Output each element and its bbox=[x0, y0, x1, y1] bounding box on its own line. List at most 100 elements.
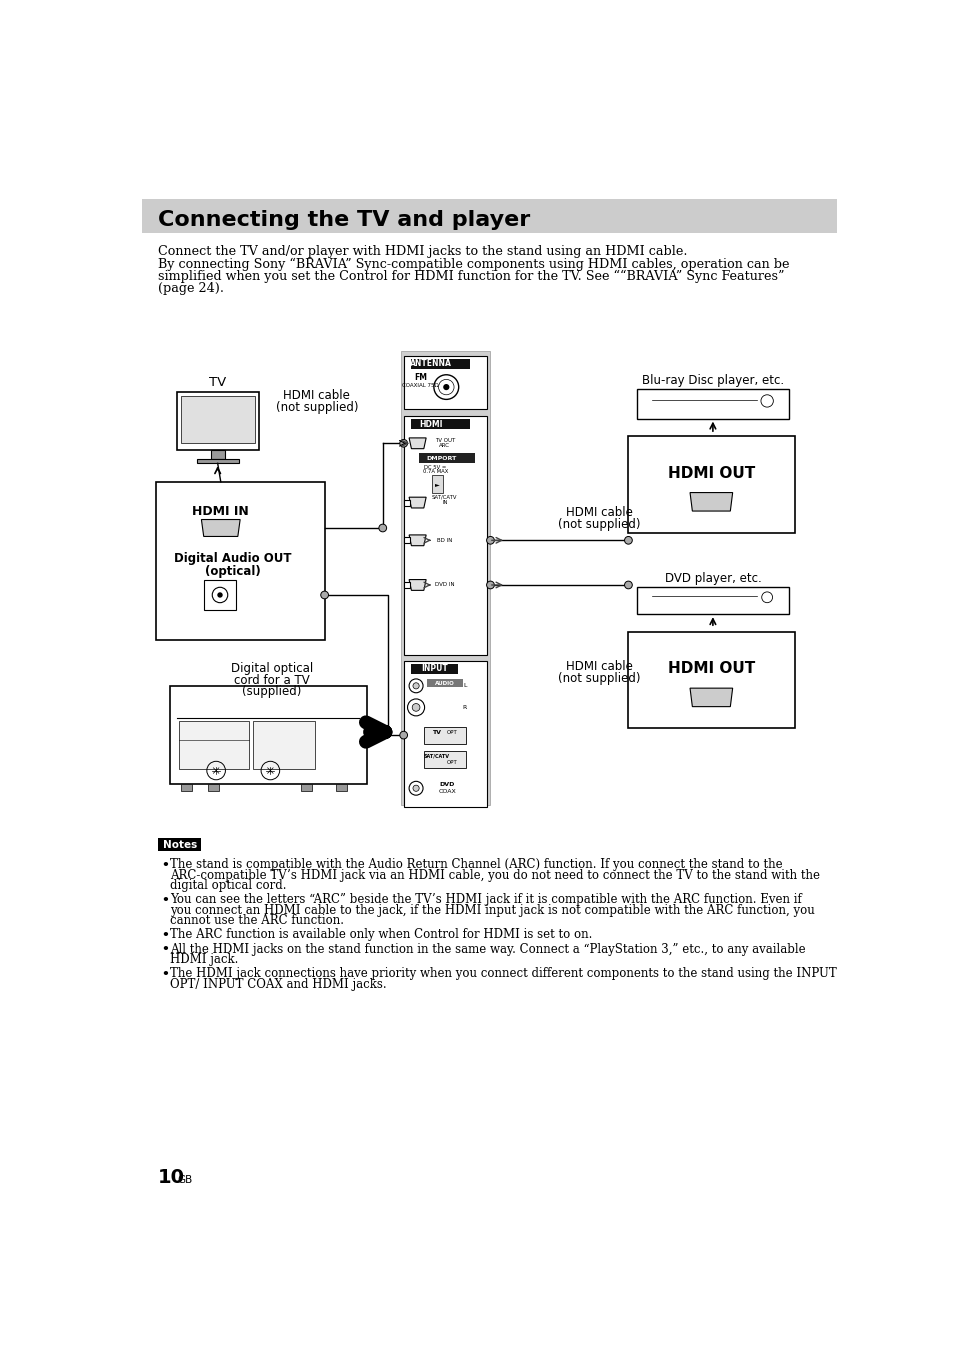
Text: Notes: Notes bbox=[162, 840, 196, 850]
Text: SAT/CATV: SAT/CATV bbox=[432, 495, 457, 500]
Circle shape bbox=[624, 581, 632, 589]
Text: •: • bbox=[161, 968, 169, 982]
Text: OPT/ INPUT COAX and HDMI jacks.: OPT/ INPUT COAX and HDMI jacks. bbox=[171, 977, 387, 991]
Bar bbox=[403, 357, 487, 408]
Text: (not supplied): (not supplied) bbox=[275, 400, 357, 414]
Text: BD IN: BD IN bbox=[436, 538, 452, 542]
Text: Blu-ray Disc player, etc.: Blu-ray Disc player, etc. bbox=[641, 373, 783, 387]
Circle shape bbox=[399, 439, 407, 448]
Text: INPUT: INPUT bbox=[421, 664, 448, 673]
Circle shape bbox=[217, 592, 222, 598]
Text: Connect the TV and/or player with HDMI jacks to the stand using an HDMI cable.: Connect the TV and/or player with HDMI j… bbox=[158, 246, 687, 258]
Bar bbox=[301, 784, 312, 791]
Bar bbox=[335, 784, 347, 791]
Text: (supplied): (supplied) bbox=[242, 685, 301, 699]
Polygon shape bbox=[689, 688, 732, 707]
Text: DVD: DVD bbox=[439, 781, 455, 787]
Bar bbox=[155, 481, 324, 639]
Polygon shape bbox=[409, 498, 426, 508]
Bar bbox=[411, 664, 457, 673]
Bar bbox=[179, 721, 249, 769]
Bar bbox=[253, 721, 315, 769]
Bar bbox=[411, 419, 470, 429]
Polygon shape bbox=[409, 535, 426, 546]
Text: HDMI cable: HDMI cable bbox=[283, 389, 350, 402]
Circle shape bbox=[399, 731, 407, 740]
Bar bbox=[142, 199, 836, 233]
Circle shape bbox=[320, 591, 328, 599]
Text: •: • bbox=[161, 859, 169, 872]
Text: HDMI OUT: HDMI OUT bbox=[667, 661, 754, 676]
Text: SAT/CATV: SAT/CATV bbox=[423, 753, 449, 758]
Text: (not supplied): (not supplied) bbox=[558, 518, 640, 530]
Text: DMPORT: DMPORT bbox=[426, 456, 456, 461]
Text: 10: 10 bbox=[158, 1168, 185, 1187]
Text: ANTENNA: ANTENNA bbox=[410, 360, 452, 369]
Text: AUDIO: AUDIO bbox=[435, 681, 455, 685]
Text: You can see the letters “ARC” beside the TV’s HDMI jack if it is compatible with: You can see the letters “ARC” beside the… bbox=[171, 894, 801, 906]
Bar bbox=[181, 784, 192, 791]
Bar bbox=[411, 358, 470, 369]
Bar bbox=[418, 453, 475, 462]
Text: HDMI: HDMI bbox=[418, 419, 442, 429]
Bar bbox=[181, 396, 254, 443]
Bar bbox=[158, 838, 201, 852]
Bar bbox=[423, 726, 465, 744]
Text: IN: IN bbox=[441, 500, 447, 506]
Circle shape bbox=[486, 537, 494, 544]
Text: OPT: OPT bbox=[447, 730, 457, 735]
Bar bbox=[423, 752, 465, 768]
Text: All the HDMI jacks on the stand function in the same way. Connect a “PlayStation: All the HDMI jacks on the stand function… bbox=[171, 942, 805, 956]
Circle shape bbox=[486, 581, 494, 589]
Text: DVD IN: DVD IN bbox=[435, 583, 454, 588]
Text: ►: ► bbox=[435, 481, 439, 487]
Text: HDMI IN: HDMI IN bbox=[193, 504, 249, 518]
Bar bbox=[177, 392, 258, 450]
Text: •: • bbox=[161, 944, 169, 956]
Bar bbox=[196, 460, 239, 464]
Bar bbox=[637, 587, 788, 614]
Text: digital optical cord.: digital optical cord. bbox=[171, 879, 287, 892]
Text: (not supplied): (not supplied) bbox=[558, 672, 640, 684]
Text: HDMI OUT: HDMI OUT bbox=[667, 466, 754, 481]
Bar bbox=[403, 416, 487, 654]
Bar bbox=[208, 784, 219, 791]
Text: Digital Audio OUT: Digital Audio OUT bbox=[174, 552, 292, 565]
Bar bbox=[170, 685, 367, 784]
Text: HDMI jack.: HDMI jack. bbox=[171, 953, 238, 967]
Polygon shape bbox=[409, 580, 426, 591]
Text: TV: TV bbox=[432, 730, 440, 735]
Circle shape bbox=[378, 525, 386, 531]
Text: The HDMI jack connections have priority when you connect different components to: The HDMI jack connections have priority … bbox=[171, 967, 837, 980]
Text: GB: GB bbox=[177, 1175, 193, 1186]
Circle shape bbox=[413, 786, 418, 791]
Text: COAXIAL 75Ω: COAXIAL 75Ω bbox=[402, 383, 438, 388]
Text: OPT: OPT bbox=[447, 760, 457, 765]
Bar bbox=[211, 450, 224, 460]
Text: DVD player, etc.: DVD player, etc. bbox=[664, 572, 760, 585]
Bar bbox=[400, 352, 490, 806]
Text: TV OUT: TV OUT bbox=[435, 438, 455, 442]
Text: COAX: COAX bbox=[437, 788, 456, 794]
Circle shape bbox=[443, 384, 449, 391]
Bar bbox=[628, 631, 794, 729]
Text: •: • bbox=[161, 894, 169, 907]
Bar bbox=[403, 661, 487, 807]
Circle shape bbox=[413, 683, 418, 690]
Text: By connecting Sony “BRAVIA” Sync-compatible components using HDMI cables, operat: By connecting Sony “BRAVIA” Sync-compati… bbox=[158, 258, 789, 270]
Text: The stand is compatible with the Audio Return Channel (ARC) function. If you con: The stand is compatible with the Audio R… bbox=[171, 859, 782, 871]
Text: 0.7A MAX: 0.7A MAX bbox=[422, 469, 448, 475]
Text: The ARC function is available only when Control for HDMI is set to on.: The ARC function is available only when … bbox=[171, 929, 592, 941]
Bar bbox=[637, 389, 788, 419]
Text: Connecting the TV and player: Connecting the TV and player bbox=[158, 210, 530, 230]
Text: DC 5V =: DC 5V = bbox=[424, 465, 446, 469]
Text: (optical): (optical) bbox=[205, 565, 261, 577]
Text: FM: FM bbox=[414, 373, 427, 383]
Polygon shape bbox=[409, 438, 426, 449]
Text: ARC: ARC bbox=[438, 443, 450, 448]
Text: HDMI cable: HDMI cable bbox=[566, 506, 633, 519]
Text: R: R bbox=[462, 704, 467, 710]
Circle shape bbox=[412, 703, 419, 711]
Bar bbox=[432, 475, 443, 493]
Text: •: • bbox=[161, 929, 169, 942]
